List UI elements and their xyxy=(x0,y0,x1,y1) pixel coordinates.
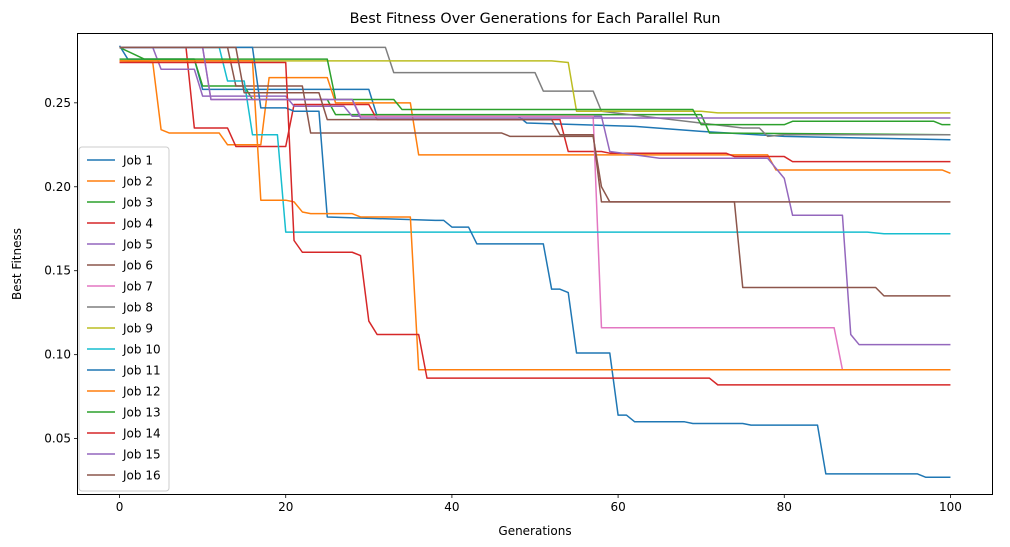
legend-label: Job 8 xyxy=(122,301,153,315)
y-tick-label: 0.20 xyxy=(44,180,71,194)
legend-label: Job 12 xyxy=(122,385,161,399)
legend-label: Job 16 xyxy=(122,469,161,483)
x-tick-label: 20 xyxy=(278,500,293,514)
legend-label: Job 14 xyxy=(122,427,161,441)
series-line-job-6 xyxy=(119,46,951,203)
legend-label: Job 13 xyxy=(122,406,161,420)
legend-label: Job 10 xyxy=(122,343,161,357)
y-tick-label: 0.10 xyxy=(44,348,71,362)
y-tick-label: 0.15 xyxy=(44,264,71,278)
series-line-job-16 xyxy=(119,46,951,297)
legend-label: Job 7 xyxy=(122,280,153,294)
series-line-job-10 xyxy=(119,46,951,235)
series-line-job-14 xyxy=(119,61,951,386)
x-tick-label: 80 xyxy=(777,500,792,514)
y-axis-label: Best Fitness xyxy=(10,228,24,300)
legend-label: Job 5 xyxy=(122,238,153,252)
legend-label: Job 1 xyxy=(122,154,153,168)
x-tick-label: 0 xyxy=(116,500,124,514)
y-tick-label: 0.05 xyxy=(44,432,71,446)
legend-label: Job 11 xyxy=(122,364,161,378)
x-tick-label: 60 xyxy=(610,500,625,514)
legend-label: Job 6 xyxy=(122,259,153,273)
x-tick-label: 100 xyxy=(939,500,962,514)
legend: Job 1 Job 2 Job 3 Job 4 Job 5 Job 6 Job 7 Job 8… xyxy=(78,146,170,492)
y-tick-label: 0.25 xyxy=(44,96,71,110)
legend-label: Job 2 xyxy=(122,175,153,189)
series-layer xyxy=(118,45,951,478)
x-tick-label: 40 xyxy=(444,500,459,514)
legend-box xyxy=(78,146,170,492)
legend-label: Job 15 xyxy=(122,448,161,462)
series-line-job-5 xyxy=(119,46,951,346)
plot-area-frame xyxy=(77,33,993,495)
y-axis: 0.05 0.10 0.15 0.20 0.25 xyxy=(44,96,78,446)
x-axis-label: Generations xyxy=(498,524,571,538)
series-line-job-11 xyxy=(119,46,951,478)
series-line-job-2 xyxy=(119,60,951,175)
series-line-job-8 xyxy=(119,46,951,138)
series-line-job-9 xyxy=(119,60,951,114)
series-line-job-12 xyxy=(119,60,951,371)
legend-label: Job 3 xyxy=(122,196,153,210)
legend-label: Job 4 xyxy=(122,217,153,231)
series-line-job-13 xyxy=(119,58,951,126)
legend-label: Job 9 xyxy=(122,322,153,336)
x-axis: 0 20 40 60 80 100 xyxy=(116,494,962,514)
chart-title: Best Fitness Over Generations for Each P… xyxy=(350,11,721,27)
